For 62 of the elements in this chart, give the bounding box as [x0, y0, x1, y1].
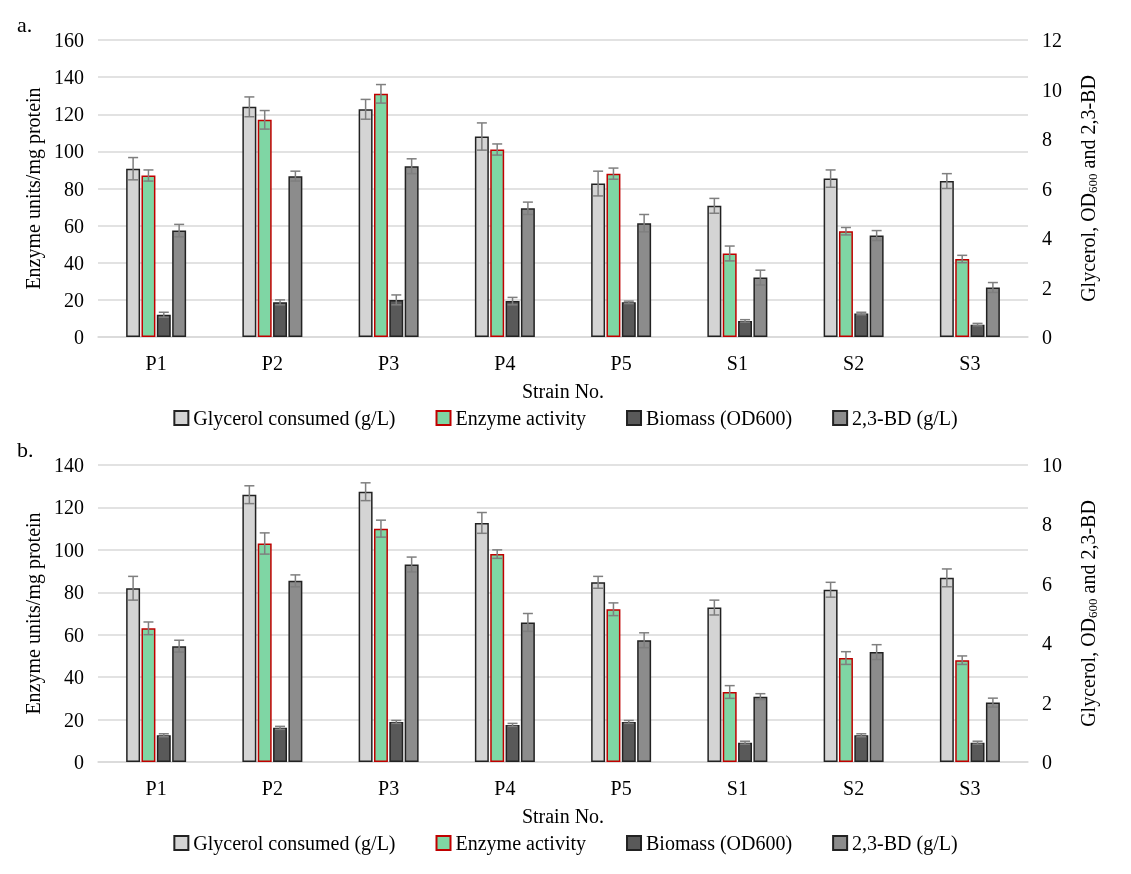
y-axis-title: Enzyme units/mg protein	[22, 512, 46, 715]
x-tick-label: P1	[145, 352, 167, 374]
y2-tick-label: 12	[1042, 29, 1062, 51]
x-tick-label: S3	[959, 777, 981, 799]
y2-tick-label: 10	[1042, 78, 1062, 101]
y-tick-label: 100	[54, 140, 84, 163]
y2-tick-label: 2	[1042, 276, 1052, 299]
x-axis-title: Strain No.	[521, 380, 605, 402]
y-tick-label: 40	[64, 666, 84, 689]
x-tick-label: P5	[610, 352, 632, 374]
y-tick-label: 140	[54, 454, 84, 476]
legend-label: Glycerol consumed (g/L)	[193, 832, 396, 855]
y2-axis-title: Glycerol, OD600 and 2,3-BD	[1076, 500, 1100, 727]
legend-label: Biomass (OD600)	[646, 832, 793, 855]
x-tick-label: S1	[726, 352, 748, 374]
y2-tick-label: 6	[1042, 177, 1052, 200]
legend-label: Enzyme activity	[455, 832, 587, 855]
y2-tick-label: 0	[1042, 326, 1052, 348]
chart-title: a.	[17, 11, 33, 37]
y-tick-label: 20	[64, 288, 84, 311]
y2-tick-label: 6	[1042, 572, 1052, 595]
x-tick-label: S1	[726, 777, 748, 799]
y-tick-label: 0	[74, 326, 84, 348]
y-tick-label: 80	[64, 177, 84, 200]
legend-label: 2,3-BD (g/L)	[852, 407, 958, 430]
y2-tick-label: 8	[1042, 128, 1052, 150]
y2-tick-label: 4	[1042, 227, 1052, 249]
y2-tick-label: 8	[1042, 513, 1052, 536]
y2-tick-label: 2	[1042, 691, 1052, 714]
x-tick-label: P2	[261, 352, 283, 374]
legend-label: Enzyme activity	[455, 407, 587, 430]
x-tick-label: P3	[378, 352, 400, 374]
x-tick-label: S2	[843, 352, 865, 374]
x-tick-label: P1	[145, 777, 167, 799]
y-tick-label: 0	[74, 751, 84, 773]
chart-title: b.	[17, 436, 34, 462]
x-tick-label: P4	[494, 777, 516, 799]
y2-tick-label: 10	[1042, 454, 1062, 476]
y-tick-label: 120	[54, 103, 84, 126]
y-tick-label: 60	[64, 623, 84, 646]
y-tick-label: 20	[64, 708, 84, 731]
y-axis-title: Enzyme units/mg protein	[22, 87, 46, 290]
y-tick-label: 140	[54, 66, 84, 89]
x-tick-label: P4	[494, 352, 516, 374]
legend-label: Glycerol consumed (g/L)	[193, 407, 396, 430]
x-tick-label: P3	[378, 777, 400, 799]
y-tick-label: 80	[64, 581, 84, 604]
y-tick-label: 120	[54, 496, 84, 519]
y-tick-label: 40	[64, 251, 84, 274]
x-tick-label: P5	[610, 777, 632, 799]
legend-label: 2,3-BD (g/L)	[852, 832, 958, 855]
y2-tick-label: 4	[1042, 632, 1052, 655]
y2-tick-label: 0	[1042, 751, 1052, 773]
y-tick-label: 100	[54, 538, 84, 561]
x-tick-label: S2	[843, 777, 865, 799]
y2-axis-title: Glycerol, OD600 and 2,3-BD	[1076, 75, 1100, 302]
y-tick-label: 160	[54, 29, 84, 51]
y-tick-label: 60	[64, 214, 84, 237]
x-tick-label: P2	[261, 777, 283, 799]
legend-label: Biomass (OD600)	[646, 407, 793, 430]
x-axis-title: Strain No.	[521, 805, 605, 827]
x-tick-label: S3	[959, 352, 981, 374]
